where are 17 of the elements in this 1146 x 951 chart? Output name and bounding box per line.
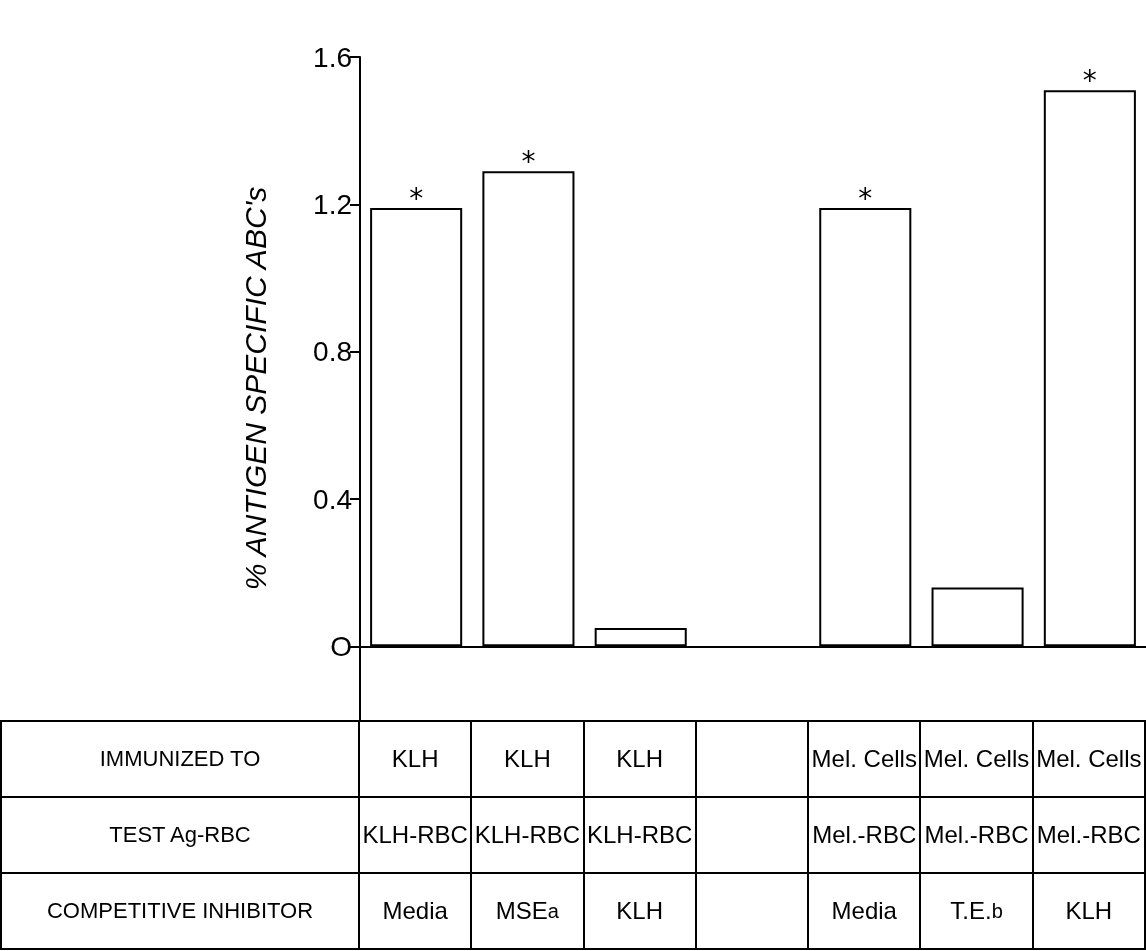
text: IMMUNIZED TO <box>2 722 358 798</box>
annotation: * <box>858 181 873 215</box>
y-tick-label: 0.4 <box>313 483 352 515</box>
y-axis-title: % ANTIGEN SPECIFIC ABC's <box>238 186 272 591</box>
annotation: * <box>521 144 536 178</box>
category-label: Mel. Cells Mel.-RBC Media <box>811 745 917 924</box>
category-label: KLH KLH-RBC KLH <box>587 745 693 924</box>
category-label: KLH KLH-RBC Media <box>362 745 468 924</box>
y-tick-label: 1.2 <box>313 188 352 220</box>
annotation: * <box>1082 63 1097 97</box>
category-label: Mel. Cells Mel.-RBC KLH <box>1036 745 1142 924</box>
text: COMPETITIVE INHIBITOR <box>2 874 358 950</box>
y-tick-label: 0.8 <box>313 336 352 368</box>
text: TEST Ag-RBC <box>2 798 358 874</box>
y-tick-label: O <box>330 630 352 662</box>
y-tick-label: 1.6 <box>313 41 352 73</box>
annotation: * <box>409 181 424 215</box>
